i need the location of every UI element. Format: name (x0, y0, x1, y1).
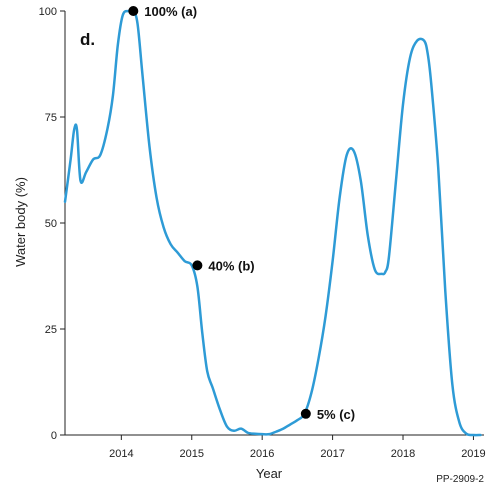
y-tick-label: 25 (45, 324, 57, 336)
annotation-label: 40% (b) (208, 258, 254, 273)
x-tick-label: 2015 (180, 448, 204, 460)
chart-ticks: 0 25 50 75 100 2014 2015 2016 2017 2018 2019 (39, 6, 486, 460)
x-tick-label: 2019 (461, 448, 485, 460)
annotation-label: 5% (c) (317, 407, 355, 422)
annotation-label: 100% (a) (144, 4, 197, 19)
panel-label: d. (80, 30, 95, 49)
y-tick-label: 100 (39, 6, 57, 18)
annotation-marker (192, 260, 203, 271)
chart-axes (64, 11, 484, 436)
y-tick-label: 75 (45, 112, 57, 124)
x-axis-title: Year (256, 466, 283, 481)
chart-annotations: 100% (a) 40% (b) 5% (c) (128, 4, 355, 422)
figure-credit: PP-2909-2 (436, 474, 484, 485)
y-axis-title: Water body (%) (13, 177, 28, 267)
x-tick-label: 2014 (109, 448, 133, 460)
annotation-marker (128, 6, 139, 16)
x-tick-label: 2017 (320, 448, 344, 460)
series-line (63, 8, 482, 437)
annotation-marker (300, 408, 311, 419)
x-tick-label: 2018 (391, 448, 415, 460)
y-tick-label: 0 (51, 430, 57, 442)
x-tick-label: 2016 (250, 448, 274, 460)
y-tick-label: 50 (45, 218, 57, 230)
